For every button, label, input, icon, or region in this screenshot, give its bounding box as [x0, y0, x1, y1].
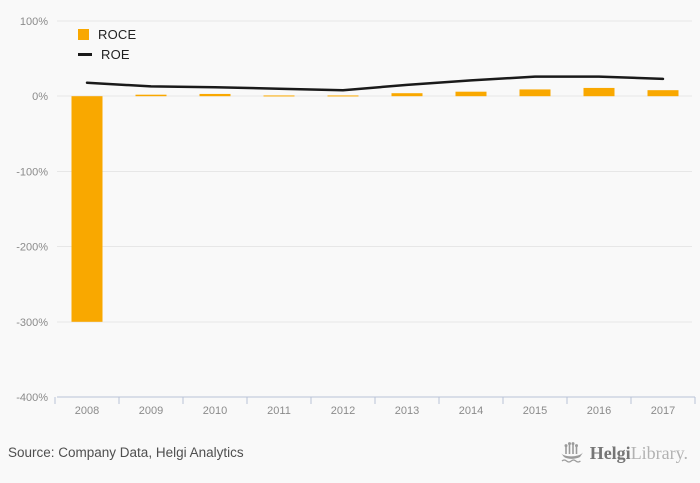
legend-label-roce: ROCE [98, 27, 137, 42]
chart-footer: Source: Company Data, Helgi Analytics He… [0, 430, 700, 483]
roe-line [85, 75, 665, 92]
helgi-library-logo: HelgiLibrary. [559, 441, 688, 464]
x-axis-tick-label: 2017 [651, 405, 675, 417]
bar-2014 [455, 91, 487, 97]
x-axis-tick-label: 2012 [331, 405, 355, 417]
viking-ship-icon [560, 441, 583, 463]
x-axis-tick-label: 2014 [459, 405, 483, 417]
bar-2011 [263, 95, 295, 97]
bar-2017 [647, 90, 679, 97]
roe-swatch-icon [78, 53, 92, 56]
logo-text-bold: Helgi [589, 442, 631, 463]
legend-item-roce: ROCE [78, 27, 137, 42]
y-axis-tick-label: -300% [16, 317, 48, 329]
x-axis-tick-label: 2010 [203, 405, 227, 417]
logo-text-light: Library. [630, 442, 688, 463]
roce-roe-chart: 100% 0% -100% -200% -300% -400% 2008 2009 2010 20… [16, 16, 696, 417]
y-axis-tick-label: -100% [16, 166, 48, 178]
bar-2016 [583, 87, 615, 97]
x-axis-tick-label: 2009 [139, 405, 163, 417]
bar-2009 [135, 94, 167, 97]
x-axis-tick-label: 2013 [395, 405, 419, 417]
bar-2012 [327, 95, 359, 97]
y-axis-tick-label: 100% [20, 16, 48, 28]
chart-canvas: 100% 0% -100% -200% -300% -400% 2008 2009 2010 20… [16, 16, 696, 417]
bar-2015 [519, 89, 551, 97]
y-axis-tick-label: -400% [16, 392, 48, 404]
source-attribution: Source: Company Data, Helgi Analytics [8, 445, 244, 460]
bar-2010 [199, 93, 231, 97]
legend-label-roe: ROE [101, 47, 130, 62]
x-axis-tick-label: 2008 [75, 405, 99, 417]
x-axis-tick-label: 2015 [523, 405, 547, 417]
legend-item-roe: ROE [78, 47, 136, 62]
bar-2013 [391, 93, 423, 97]
roce-swatch-icon [78, 29, 89, 40]
x-axis-tick-label: 2011 [267, 405, 291, 417]
x-axis-tick-label: 2016 [587, 405, 611, 417]
chart-legend: ROCE ROE [78, 27, 137, 62]
y-axis-tick-label: -200% [16, 242, 48, 254]
y-axis-tick-label: 0% [32, 91, 48, 103]
bar-2008 [71, 96, 103, 322]
logo-text: HelgiLibrary. [590, 444, 688, 462]
